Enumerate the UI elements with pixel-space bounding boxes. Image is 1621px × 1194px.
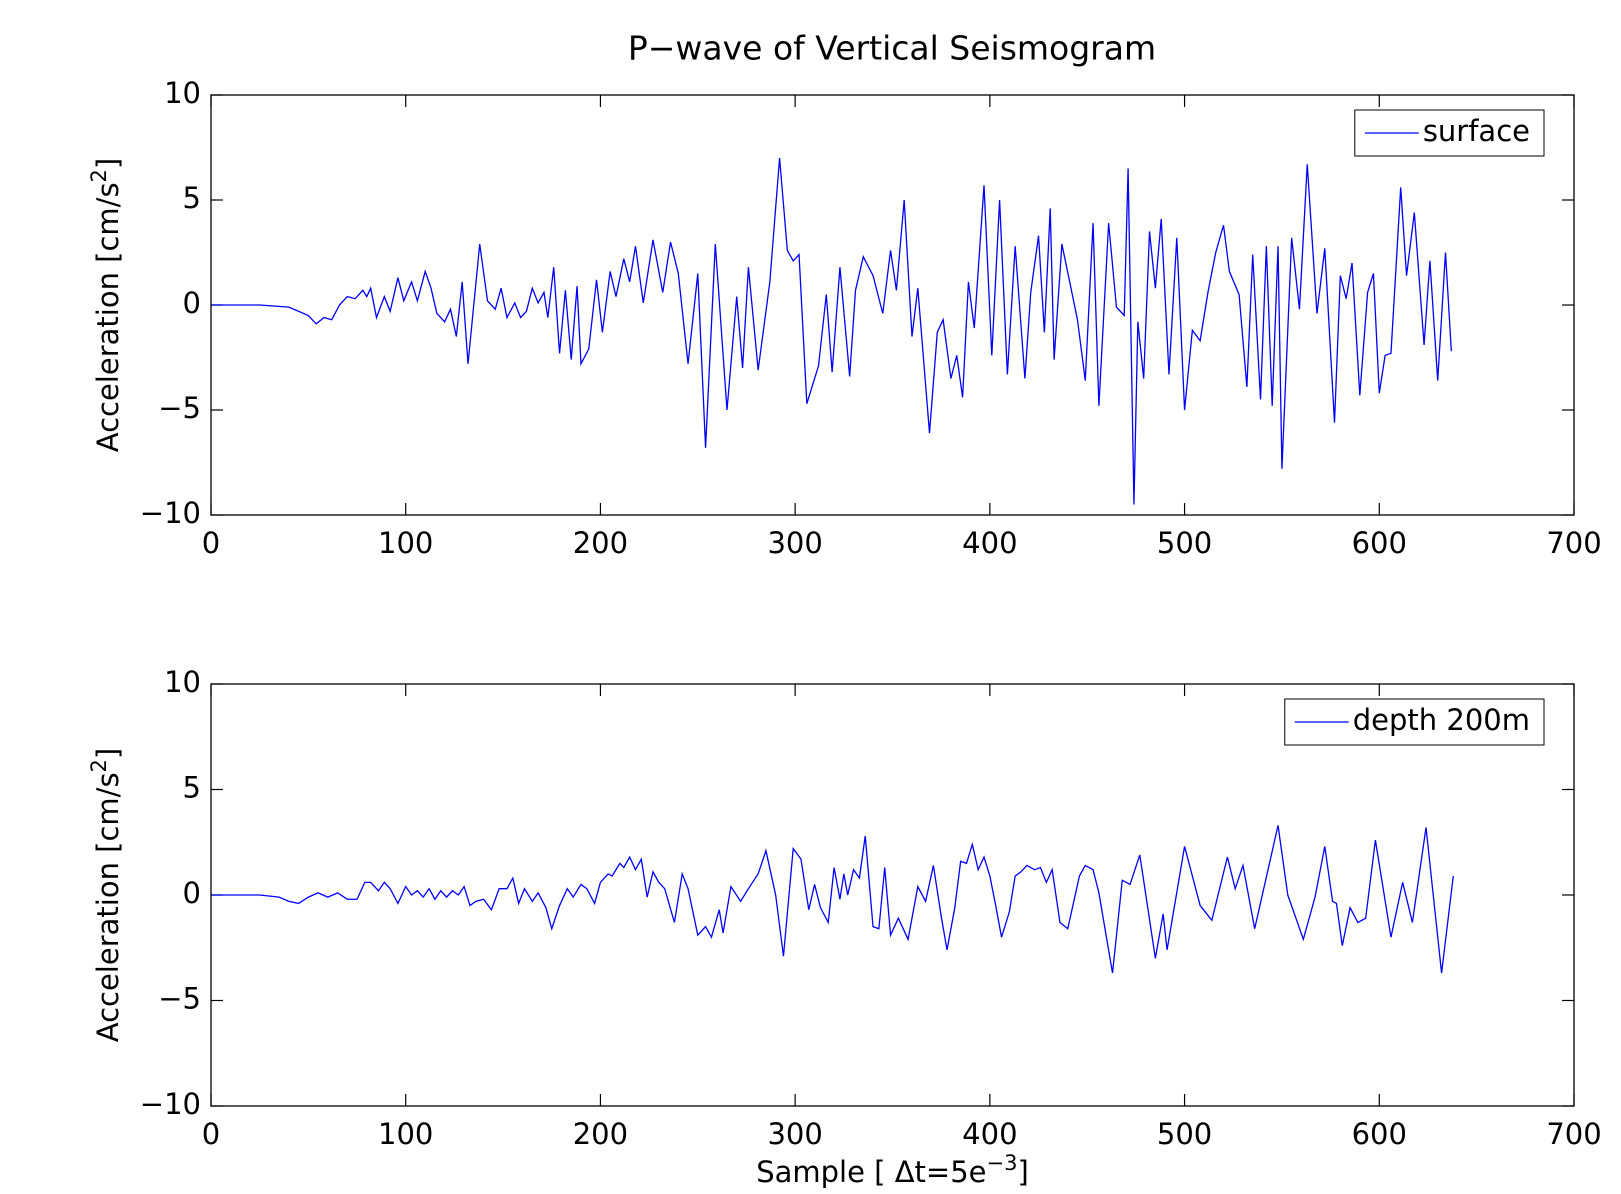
data-line bbox=[211, 157, 1452, 505]
label-suffix: ] bbox=[91, 748, 125, 759]
label-text: Acceleration [cm/s bbox=[91, 772, 125, 1042]
y-tick-label: −10 bbox=[140, 1087, 201, 1121]
y-tick-label: 0 bbox=[183, 876, 201, 910]
label-superscript: −3 bbox=[987, 1151, 1018, 1175]
x-tick-label: 200 bbox=[573, 526, 628, 560]
plot-area bbox=[211, 684, 1574, 1106]
x-tick-label: 500 bbox=[1157, 1117, 1212, 1151]
legend-label: depth 200m bbox=[1353, 703, 1530, 737]
y-tick-label: 0 bbox=[183, 286, 201, 320]
label-superscript: 2 bbox=[87, 759, 111, 772]
y-tick-label: −5 bbox=[158, 982, 201, 1016]
x-tick-label: 700 bbox=[1546, 1117, 1601, 1151]
y-tick-label: 5 bbox=[183, 771, 201, 805]
y-tick-label: 10 bbox=[164, 76, 201, 110]
y-tick-label: −10 bbox=[140, 496, 201, 530]
label-text: Sample [ Δt=5e bbox=[756, 1155, 986, 1189]
y-axis-label: Acceleration [cm/s2] bbox=[87, 158, 125, 453]
label-text: Acceleration [cm/s bbox=[91, 182, 125, 452]
y-tick-label: 5 bbox=[183, 181, 201, 215]
label-suffix: ] bbox=[1017, 1155, 1028, 1189]
plot-area bbox=[211, 95, 1574, 515]
x-tick-label: 600 bbox=[1352, 1117, 1407, 1151]
x-tick-label: 0 bbox=[202, 1117, 220, 1151]
x-tick-label: 100 bbox=[378, 526, 433, 560]
legend-label: surface bbox=[1423, 114, 1530, 148]
legend: surface bbox=[1354, 109, 1545, 157]
x-tick-label: 300 bbox=[767, 1117, 822, 1151]
y-tick-label: −5 bbox=[158, 391, 201, 425]
label-superscript: 2 bbox=[87, 169, 111, 182]
x-tick-label: 400 bbox=[962, 526, 1017, 560]
x-tick-label: 300 bbox=[767, 526, 822, 560]
legend: depth 200m bbox=[1284, 698, 1545, 746]
y-tick-label: 10 bbox=[164, 665, 201, 699]
axes-box bbox=[210, 94, 1575, 516]
x-tick-label: 100 bbox=[378, 1117, 433, 1151]
x-tick-label: 600 bbox=[1352, 526, 1407, 560]
x-tick-label: 500 bbox=[1157, 526, 1212, 560]
data-line bbox=[211, 825, 1454, 974]
x-tick-label: 400 bbox=[962, 1117, 1017, 1151]
x-tick-label: 200 bbox=[573, 1117, 628, 1151]
y-axis-label: Acceleration [cm/s2] bbox=[87, 748, 125, 1043]
x-axis-label: Sample [ Δt=5e−3] bbox=[756, 1151, 1029, 1189]
x-tick-label: 700 bbox=[1546, 526, 1601, 560]
figure-title: P−wave of Vertical Seismogram bbox=[628, 29, 1156, 68]
label-suffix: ] bbox=[91, 158, 125, 169]
axes-box bbox=[210, 683, 1575, 1107]
x-tick-label: 0 bbox=[202, 526, 220, 560]
